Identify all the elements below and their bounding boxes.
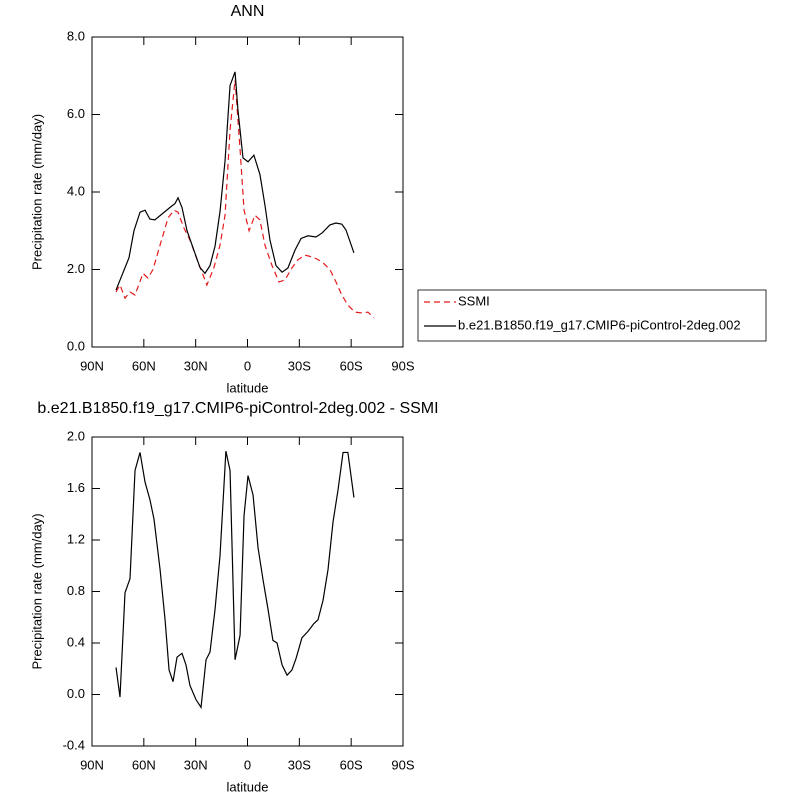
legend-label: SSMI [458,293,490,308]
x-tick-label: 0 [244,757,251,772]
series-line [115,79,375,319]
x-tick-label: 90S [391,757,414,772]
x-tick-label: 90N [80,757,104,772]
x-tick-label: 0 [244,358,251,373]
plot-frame [91,436,404,747]
y-tick-label: 0.8 [67,583,85,598]
y-axis-label: Precipitation rate (mm/day) [29,513,44,669]
data-line [115,451,355,710]
y-tick-label: 0.4 [67,634,85,649]
y-tick-label: -0.4 [63,737,85,752]
y-tick-label: 0.0 [67,338,85,353]
x-tick-label: 30S [288,358,311,373]
y-tick-label: 8.0 [67,28,85,43]
x-axis-label: latitude [227,380,269,395]
y-tick-label: 6.0 [67,106,85,121]
x-tick-label: 90N [80,358,104,373]
x-tick-label: 30N [184,757,208,772]
plot-frame [91,36,404,348]
x-tick-label: 60S [340,757,363,772]
x-tick-label: 60N [132,358,156,373]
y-tick-label: 0.0 [67,686,85,701]
y-tick-label: 1.2 [67,531,85,546]
y-tick-label: 4.0 [67,183,85,198]
x-tick-label: 60N [132,757,156,772]
y-axis-label: Precipitation rate (mm/day) [29,114,44,270]
chart-title: ANN [231,3,265,20]
y-tick-label: 1.6 [67,480,85,495]
x-axis-label: latitude [227,779,269,794]
legend-box [417,289,767,342]
x-tick-label: 90S [391,358,414,373]
x-tick-label: 30N [184,358,208,373]
chart-title: b.e21.B1850.f19_g17.CMIP6-piControl-2deg… [37,400,438,417]
y-tick-label: 2.0 [67,261,85,276]
y-tick-label: 2.0 [67,428,85,443]
series-line [115,71,355,291]
x-tick-label: 30S [288,757,311,772]
legend-label: b.e21.B1850.f19_g17.CMIP6-piControl-2deg… [458,317,741,332]
x-tick-label: 60S [340,358,363,373]
